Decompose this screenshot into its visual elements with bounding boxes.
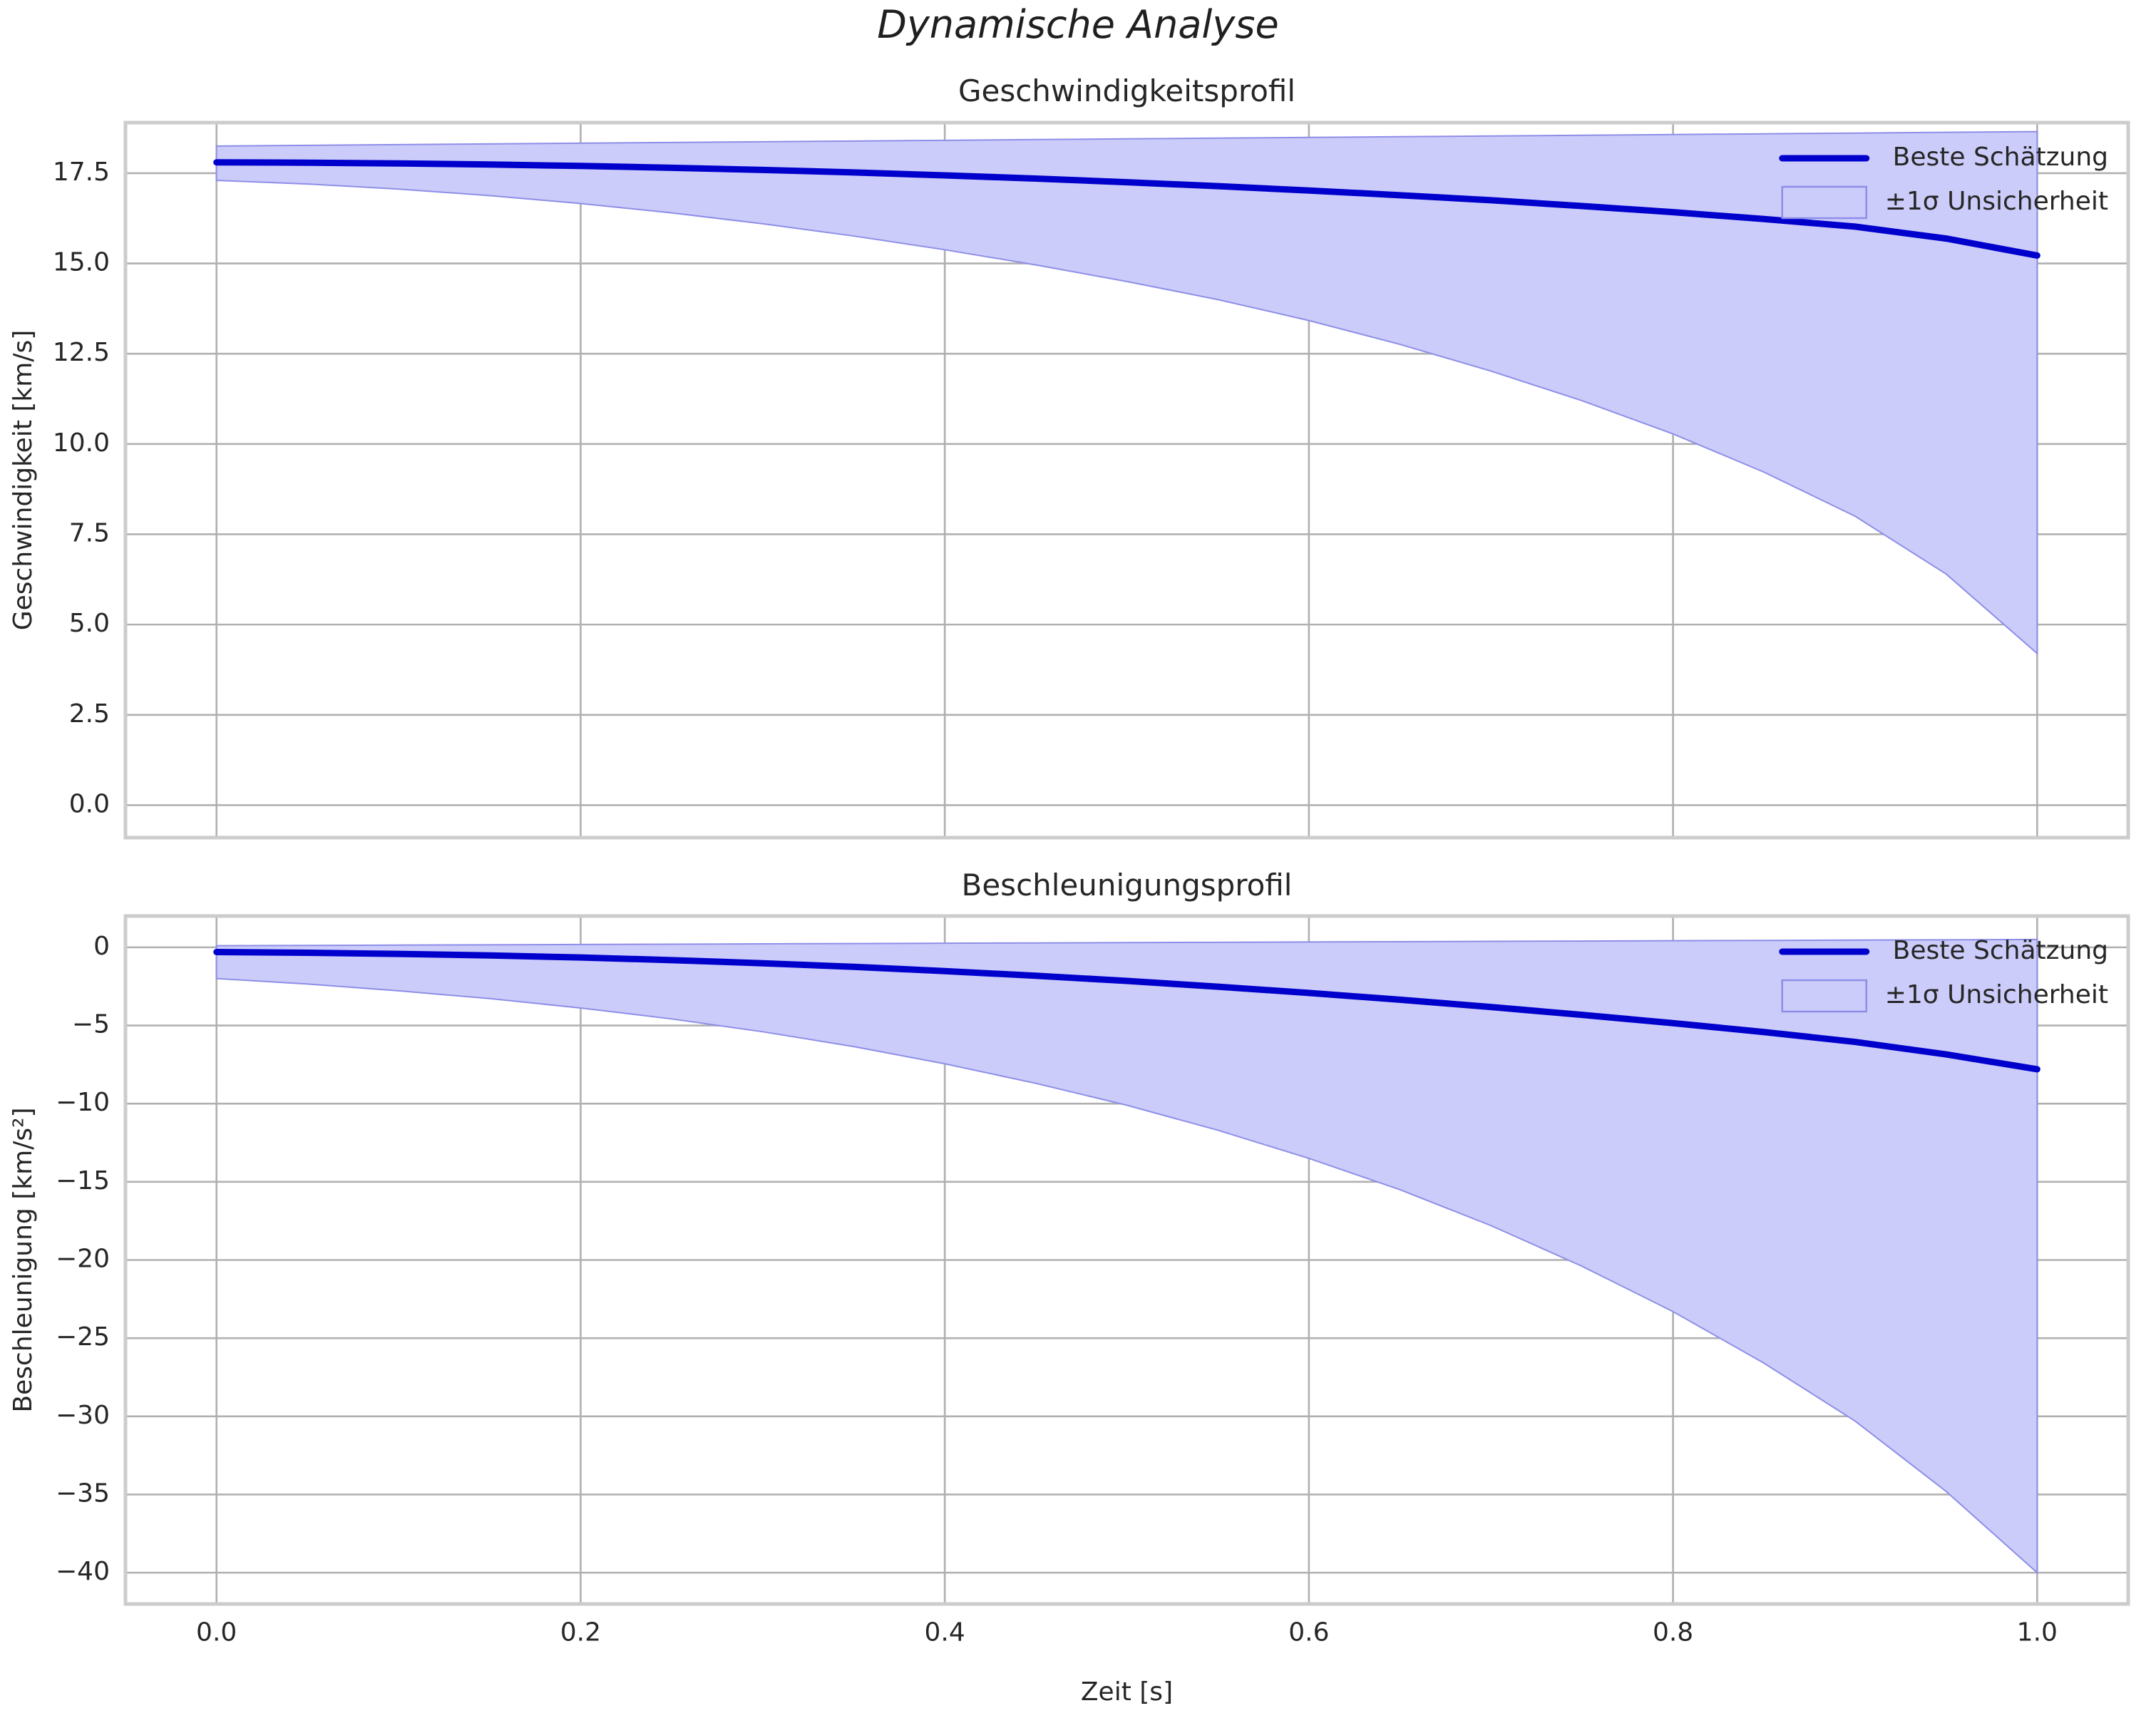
legend-band-swatch: [1781, 979, 1867, 1013]
y-tick-label: 5.0: [69, 609, 110, 638]
axes-title: Geschwindigkeitsprofil: [958, 73, 1295, 108]
y-tick-label: 15.0: [53, 248, 110, 277]
panel-velocity: 0.0 2.5 5.0 7.5 10.0 12.5 15.0 17.5 Geschwindigk…: [9, 73, 2130, 840]
y-tick-label: 10.0: [53, 428, 110, 458]
axes-spines: [123, 914, 2130, 1606]
x-tick-label: 0.2: [560, 1618, 601, 1647]
x-tick-label: 0.0: [196, 1618, 237, 1647]
best-estimate-line: [213, 159, 2040, 259]
y-tick-label: −15: [56, 1166, 110, 1195]
axes-spines: [123, 120, 2130, 840]
y-tick-label: −40: [56, 1557, 110, 1586]
y-tick-label: 12.5: [53, 338, 110, 367]
x-axis-label: Zeit [s]: [1081, 1677, 1173, 1707]
legend-label-band: ±1σ Unsicherheit: [1885, 187, 2108, 216]
y-tick-label: −35: [56, 1478, 110, 1508]
x-tick-label: 1.0: [2017, 1618, 2058, 1647]
best-estimate-line: [213, 948, 2040, 1073]
y-axis-label: Beschleunigung [km/s²]: [9, 1107, 38, 1412]
legend-label-line: Beste Schätzung: [1893, 936, 2108, 965]
x-tick-label: 0.6: [1288, 1618, 1329, 1647]
axes-title: Beschleunigungsprofil: [962, 868, 1293, 902]
y-tick-label: −10: [56, 1088, 110, 1117]
legend: Beste Schätzung ±1σ Unsicherheit: [1779, 936, 2108, 1013]
y-tick-label: −5: [72, 1010, 110, 1039]
y-tick-label: −25: [56, 1322, 110, 1352]
legend-band-swatch: [1781, 185, 1867, 220]
figure-suptitle: Dynamische Analyse: [877, 2, 1278, 47]
uncertainty-band: [215, 130, 2038, 655]
legend: Beste Schätzung ±1σ Unsicherheit: [1779, 143, 2108, 220]
panel-acceleration: 0 −5 −10 −15 −20 −25 −30 −35 −40 0.0 0.2 0.4 0.6 0.8 1…: [9, 868, 2130, 1707]
y-tick-label: 0.0: [69, 789, 110, 818]
y-tick-label: 17.5: [53, 158, 110, 187]
y-tick-label: 2.5: [69, 699, 110, 729]
y-tick-label: 0: [93, 932, 110, 961]
legend-label-band: ±1σ Unsicherheit: [1885, 980, 2108, 1009]
y-tick-label: −30: [56, 1401, 110, 1430]
x-tick-label: 0.8: [1653, 1618, 1693, 1647]
uncertainty-band: [215, 938, 2038, 1575]
legend-label-line: Beste Schätzung: [1893, 143, 2108, 172]
y-tick-label: 7.5: [69, 518, 110, 547]
x-tick-label: 0.4: [925, 1618, 965, 1647]
y-tick-label: −20: [56, 1245, 110, 1274]
y-axis-label: Geschwindigkeit [km/s]: [9, 330, 38, 631]
